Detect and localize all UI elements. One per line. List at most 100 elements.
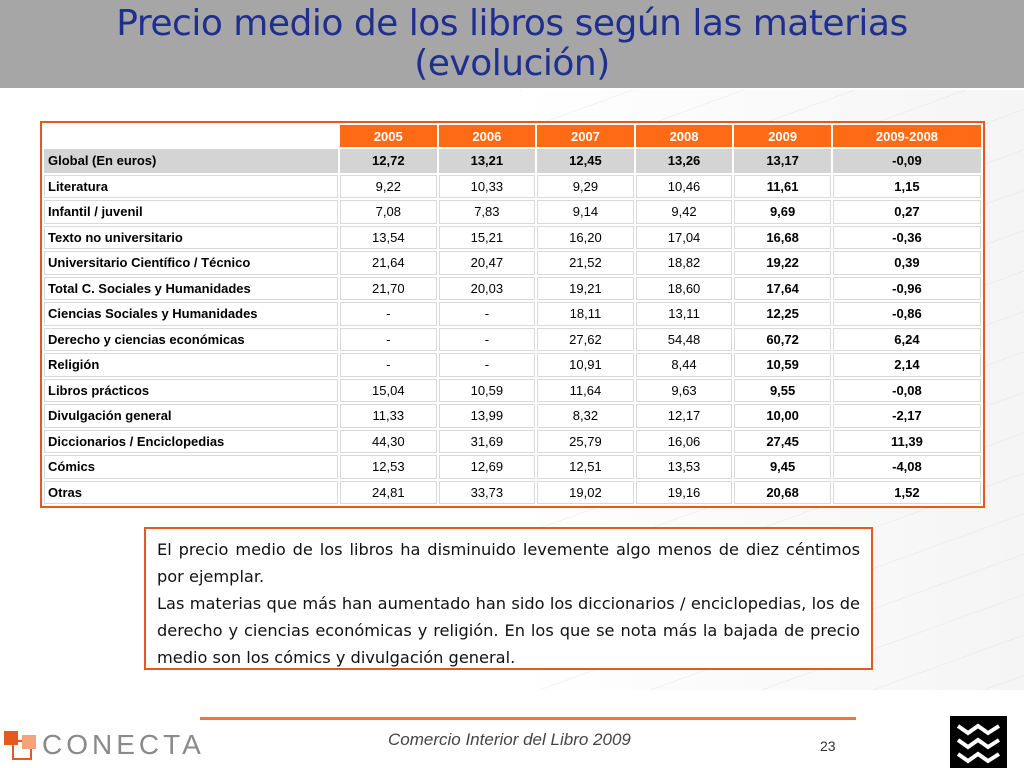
table-cell: 8,32 [537, 404, 634, 428]
table-cell: 19,02 [537, 480, 634, 504]
table-cell: - [438, 353, 536, 377]
table-cell: 11,61 [734, 174, 831, 198]
table-cell: 9,63 [635, 378, 733, 402]
table-cell: -0,86 [832, 302, 981, 326]
row-label: Texto no universitario [44, 225, 338, 249]
page-title-line1: Precio medio de los libros según las mat… [116, 3, 908, 44]
table-cell: 31,69 [438, 429, 536, 453]
table-cell: -2,17 [832, 404, 981, 428]
table-cell: 21,70 [340, 276, 437, 300]
table-cell: 2,14 [832, 353, 981, 377]
table-cell: 13,99 [438, 404, 536, 428]
table-body: Global (En euros) 12,72 13,21 12,45 13,26 13,… [44, 149, 981, 504]
table-cell: 15,04 [340, 378, 437, 402]
table-cell: 9,55 [734, 378, 831, 402]
table-cell: 19,16 [635, 480, 733, 504]
table-cell: 9,42 [635, 200, 733, 224]
table-row: Religión - -10,91 8,44 10,59 2,14 [44, 353, 981, 377]
table-cell: 60,72 [734, 327, 831, 351]
table-cell: 20,68 [734, 480, 831, 504]
table-row: Texto no universitario 13,54 15,21 16,20 17,… [44, 225, 981, 249]
row-label: Cómics [44, 455, 338, 479]
table-cell: -0,96 [832, 276, 981, 300]
row-label: Diccionarios / Enciclopedias [44, 429, 338, 453]
summary-paragraph-2: Las materias que más han aumentado han s… [157, 594, 860, 667]
table-cell: -0,36 [832, 225, 981, 249]
table-cell: 13,21 [438, 149, 536, 173]
table-cell: 12,69 [438, 455, 536, 479]
row-label: Total C. Sociales y Humanidades [44, 276, 338, 300]
table-cell: 18,60 [635, 276, 733, 300]
row-label: Global (En euros) [44, 149, 338, 173]
table-cell: 17,04 [635, 225, 733, 249]
brand-mark-icon [950, 716, 1007, 768]
table-cell: -4,08 [832, 455, 981, 479]
row-label: Divulgación general [44, 404, 338, 428]
header-cell-2005: 2005 [340, 125, 437, 147]
footer-divider [200, 717, 856, 720]
table-cell: 17,64 [734, 276, 831, 300]
table-cell: 18,82 [635, 251, 733, 275]
table-cell: 10,46 [635, 174, 733, 198]
table-cell: 9,14 [537, 200, 634, 224]
table-cell: 20,47 [438, 251, 536, 275]
logo-text: CONECTA [42, 729, 205, 760]
row-label: Infantil / juvenil [44, 200, 338, 224]
table-cell: 9,45 [734, 455, 831, 479]
table-row: Universitario Científico / Técnico 21,64 2… [44, 251, 981, 275]
table-cell: 12,25 [734, 302, 831, 326]
table-cell: 27,45 [734, 429, 831, 453]
table-cell: 7,08 [340, 200, 437, 224]
page-number: 23 [820, 738, 836, 754]
summary-note: El precio medio de los libros ha disminu… [144, 527, 873, 670]
conecta-logo: CONECTA [4, 729, 201, 761]
table-cell: 9,69 [734, 200, 831, 224]
page-title: Precio medio de los libros según las mat… [0, 0, 1024, 88]
table-row: Diccionarios / Enciclopedias 44,30 31,69 25… [44, 429, 981, 453]
table-cell: 24,81 [340, 480, 437, 504]
table-cell: 12,53 [340, 455, 437, 479]
table-cell: 21,52 [537, 251, 634, 275]
table-cell: 8,44 [635, 353, 733, 377]
table-cell: - [340, 327, 437, 351]
table-cell: - [438, 327, 536, 351]
table-cell: 18,11 [537, 302, 634, 326]
table-cell: 10,91 [537, 353, 634, 377]
table-cell: 54,48 [635, 327, 733, 351]
table-cell: 12,45 [537, 149, 634, 173]
table-row: Infantil / juvenil 7,08 7,83 9,14 9,42 9,69 0,… [44, 200, 981, 224]
table-cell: 0,27 [832, 200, 981, 224]
table-cell: 13,53 [635, 455, 733, 479]
table-cell: -0,09 [832, 149, 981, 173]
table-row: Cómics 12,53 12,69 12,51 13,53 9,45 -4,08 [44, 455, 981, 479]
table-cell: 10,59 [438, 378, 536, 402]
table-cell: 19,22 [734, 251, 831, 275]
header-cell-2008: 2008 [635, 125, 733, 147]
table-cell: 12,51 [537, 455, 634, 479]
table-cell: 12,72 [340, 149, 437, 173]
table-cell: -0,08 [832, 378, 981, 402]
table-cell: 27,62 [537, 327, 634, 351]
table-cell: 1,52 [832, 480, 981, 504]
table-header-row: 2005 2006 2007 2008 2009 2009-2008 [44, 125, 981, 147]
header-cell-2007: 2007 [537, 125, 634, 147]
summary-paragraph-1: El precio medio de los libros ha disminu… [157, 540, 860, 586]
table-cell: 15,21 [438, 225, 536, 249]
table-cell: 12,17 [635, 404, 733, 428]
row-label: Otras [44, 480, 338, 504]
table-row: Libros prácticos 15,04 10,59 11,64 9,63 9,55-… [44, 378, 981, 402]
header-cell-2006: 2006 [438, 125, 536, 147]
table-row: Divulgación general 11,33 13,99 8,32 12,17 10… [44, 404, 981, 428]
table-row: Literatura 9,22 10,33 9,29 10,46 11,61 1,15 [44, 174, 981, 198]
table-cell: 20,03 [438, 276, 536, 300]
table-cell: 33,73 [438, 480, 536, 504]
table-row: Total C. Sociales y Humanidades 21,70 20,0… [44, 276, 981, 300]
table-cell: 10,33 [438, 174, 536, 198]
table-cell: 21,64 [340, 251, 437, 275]
table-cell: 11,39 [832, 429, 981, 453]
table-cell: 10,00 [734, 404, 831, 428]
table-cell: 16,06 [635, 429, 733, 453]
table-cell: 13,17 [734, 149, 831, 173]
table-cell: 19,21 [537, 276, 634, 300]
table-cell: 16,68 [734, 225, 831, 249]
